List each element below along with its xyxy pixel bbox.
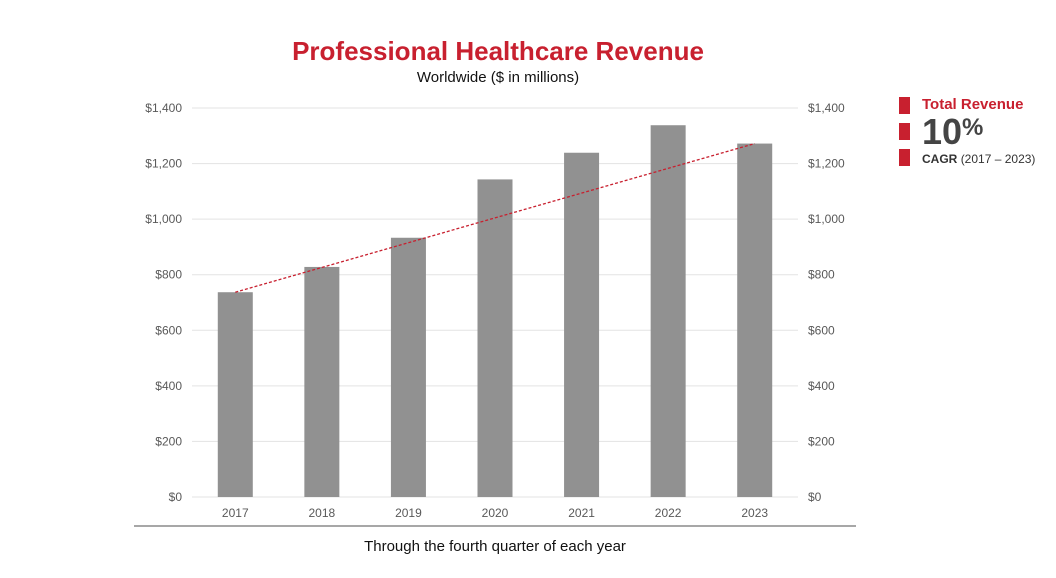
x-tick-label: 2019 <box>395 506 422 520</box>
bar <box>650 125 686 497</box>
x-tick-label: 2021 <box>568 506 595 520</box>
callout-total-revenue-label: Total Revenue <box>922 96 1024 113</box>
bar <box>564 152 600 498</box>
y-tick-label-left: $1,200 <box>145 157 182 171</box>
x-tick-label: 2023 <box>741 506 768 520</box>
y-tick-label-left: $1,000 <box>145 212 182 226</box>
y-tick-label-right: $400 <box>808 379 835 393</box>
y-tick-label-right: $1,400 <box>808 101 845 115</box>
callout-cagr-label: CAGR (2017 – 2023) <box>922 152 1035 166</box>
y-tick-label-right: $0 <box>808 490 822 504</box>
y-tick-label-left: $400 <box>155 379 182 393</box>
cagr-range: (2017 – 2023) <box>960 152 1036 166</box>
bar <box>217 292 253 497</box>
cagr-abbrev: CAGR <box>922 152 958 166</box>
bar <box>304 266 340 497</box>
y-tick-label-right: $1,200 <box>808 157 845 171</box>
x-tick-label: 2018 <box>309 506 336 520</box>
y-tick-label-left: $1,400 <box>145 101 182 115</box>
x-tick-label: 2017 <box>222 506 249 520</box>
cagr-value-number: 10 <box>922 111 963 152</box>
y-tick-label-right: $200 <box>808 434 835 448</box>
callout-marker <box>899 97 910 114</box>
y-tick-label-right: $1,000 <box>808 212 845 226</box>
trend-line <box>235 142 755 293</box>
x-tick-label: 2022 <box>655 506 682 520</box>
chart-subtitle: Worldwide ($ in millions) <box>416 69 580 86</box>
y-tick-label-right: $600 <box>808 323 835 337</box>
chart-title: Professional Healthcare Revenue <box>292 36 704 66</box>
bar <box>477 179 513 497</box>
cagr-percent-sign: % <box>962 114 984 141</box>
bar <box>737 143 773 497</box>
y-tick-label-right: $800 <box>808 268 835 282</box>
callout-marker <box>899 149 910 166</box>
callout-cagr-value: 10% <box>922 114 983 150</box>
y-tick-label-left: $600 <box>155 323 182 337</box>
x-tick-label: 2020 <box>482 506 509 520</box>
callout-marker <box>899 123 910 140</box>
y-tick-label-left: $0 <box>169 490 183 504</box>
bar <box>390 237 426 498</box>
y-tick-label-left: $200 <box>155 434 182 448</box>
y-tick-label-left: $800 <box>155 268 182 282</box>
x-axis-caption: Through the fourth quarter of each year <box>364 538 626 555</box>
